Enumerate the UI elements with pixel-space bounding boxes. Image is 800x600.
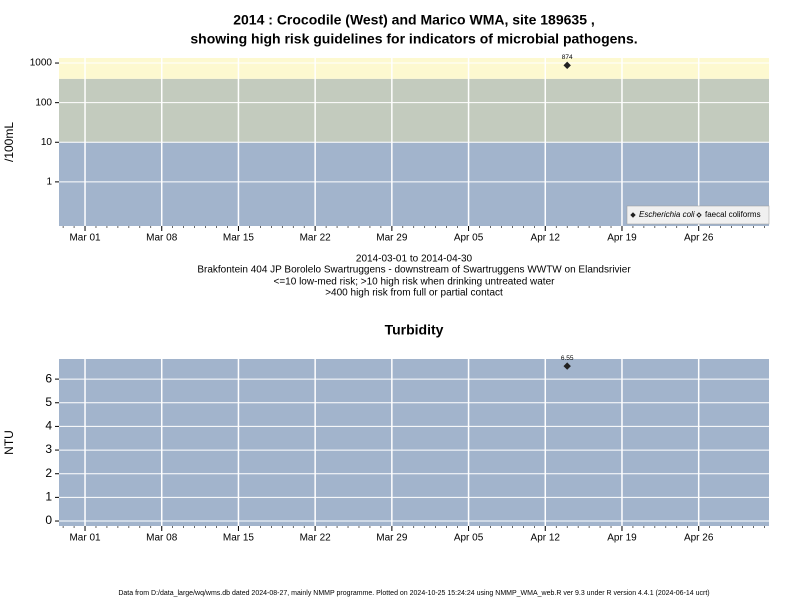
title-line: showing high risk guidelines for indicat… (190, 31, 637, 47)
x-tick-label: Mar 01 (69, 233, 101, 244)
value-label: 874 (562, 54, 573, 61)
x-tick-label: Mar 15 (223, 233, 255, 244)
x-tick-label: Mar 08 (146, 533, 178, 544)
x-tick-label: Mar 08 (146, 233, 178, 244)
x-tick-label: Apr 05 (454, 533, 484, 544)
x-tick-label: Apr 19 (607, 233, 637, 244)
x-tick-label: Mar 29 (376, 233, 408, 244)
x-tick-label: Mar 15 (223, 533, 255, 544)
plot-background (59, 359, 769, 526)
y-tick-label: 0 (45, 513, 52, 527)
value-label: 6.55 (561, 355, 574, 362)
x-tick-label: Mar 01 (69, 533, 101, 544)
y-tick-label: 1 (45, 490, 52, 504)
risk-band (59, 58, 769, 79)
y-tick-label: 100 (35, 97, 52, 108)
x-tick-label: Mar 29 (376, 533, 408, 544)
y-tick-label: 1 (46, 177, 52, 188)
legend-label: faecal coliforms (705, 210, 761, 219)
annotation: <=10 low-med risk; >10 high risk when dr… (274, 277, 556, 288)
x-tick-label: Mar 22 (300, 533, 332, 544)
legend-marker (696, 212, 702, 218)
y-tick-label: 2 (45, 466, 52, 480)
y-tick-label: 10 (41, 137, 53, 148)
x-tick-label: Apr 26 (684, 233, 714, 244)
y-tick-label: 3 (45, 442, 52, 456)
y-tick-label: 1000 (30, 58, 53, 69)
x-tick-label: Apr 12 (531, 533, 561, 544)
annotation: Brakfontein 404 JP Borolelo Swartruggens… (197, 265, 631, 276)
risk-band (59, 78, 769, 143)
title-line: 2014 : Crocodile (West) and Marico WMA, … (233, 12, 595, 28)
annotation: 2014-03-01 to 2014-04-30 (356, 254, 473, 265)
x-tick-label: Mar 22 (300, 233, 332, 244)
data-point (563, 362, 571, 370)
data-point (563, 61, 571, 70)
y-tick-label: 4 (45, 419, 52, 433)
x-tick-label: Apr 26 (684, 533, 714, 544)
annotation: >400 high risk from full or partial cont… (325, 288, 503, 299)
y-tick-label: 6 (45, 371, 52, 385)
x-tick-label: Apr 12 (531, 233, 561, 244)
legend-label: Escherichia coli (639, 210, 695, 219)
legend-marker (630, 212, 636, 218)
y-tick-label: 5 (45, 395, 52, 409)
x-tick-label: Apr 05 (454, 233, 484, 244)
y-axis-label: NTU (2, 430, 16, 455)
x-tick-label: Apr 19 (607, 533, 637, 544)
chart-title: Turbidity (385, 322, 444, 338)
footer: Data from D:/data_large/wq/wms.db dated … (118, 590, 709, 597)
y-axis-label: /100mL (2, 122, 16, 162)
